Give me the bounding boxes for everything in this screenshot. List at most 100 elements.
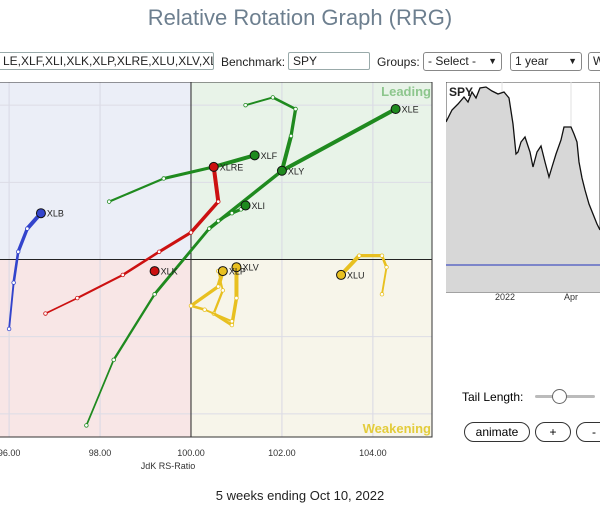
head-marker-xlk[interactable] <box>149 266 160 277</box>
tail-point-xlp <box>229 319 235 324</box>
tail-point-xle <box>206 226 212 231</box>
tail-segment-xlv <box>212 289 224 315</box>
toolbar: LE,XLF,XLI,XLK,XLP,XLRE,XLU,XLV,XL Bench… <box>0 50 600 74</box>
minus-button[interactable]: - <box>576 422 600 442</box>
plot-frame <box>0 82 433 438</box>
tail-point-xlu <box>379 292 385 297</box>
plus-button[interactable]: + <box>535 422 571 442</box>
tail-point-xly <box>293 106 298 112</box>
weakening-quadrant <box>190 259 432 437</box>
tail-point-xlv <box>220 288 226 293</box>
tail-segment-xle <box>85 358 115 427</box>
tail-segment-xlf <box>108 177 165 203</box>
tail-point-xly <box>288 133 294 139</box>
tail-segment-xle <box>153 227 211 296</box>
benchmark-input[interactable]: SPY <box>288 52 370 70</box>
symbol-label-xle: XLE <box>402 105 419 115</box>
tail-point-xlu <box>357 253 362 258</box>
tail-segment-xlre <box>121 250 161 277</box>
tail-segment-xlp <box>189 304 206 311</box>
spy-panel: SPY 2022 Apr <box>445 81 600 302</box>
controls: Tail Length: animate + - <box>462 385 600 445</box>
tail-point-xlre <box>216 199 221 204</box>
x-tick-label: 96.00 <box>0 448 20 458</box>
tail-point-xlre <box>75 295 80 301</box>
symbol-label-xlu: XLU <box>347 270 365 280</box>
chevron-down-icon: ▼ <box>488 56 497 66</box>
head-marker-xli[interactable] <box>240 200 251 211</box>
tail-point-xlv <box>229 322 235 328</box>
tail-segment-xlre <box>76 273 124 300</box>
tail-point-xlu <box>379 253 385 258</box>
tail-point-xlre <box>156 249 162 254</box>
benchmark-label: Benchmark: <box>221 55 286 69</box>
tail-segment-xlb <box>12 250 20 284</box>
tail-segment-xlre <box>211 164 221 204</box>
tail-segment-xlre <box>189 199 221 235</box>
symbol-label-xlf: XLF <box>261 151 278 161</box>
tail-segment-xlp <box>189 284 220 308</box>
x-tick-label: 104.00 <box>359 448 387 458</box>
x-tick-label: 102.00 <box>268 448 296 458</box>
spy-xtick: Apr <box>564 292 578 302</box>
tail-point-xly <box>270 95 276 100</box>
improving-quadrant <box>0 82 191 260</box>
tail-point-xlb <box>25 226 30 231</box>
tail-point-xlp <box>188 303 194 309</box>
period-select[interactable]: 1 year ▼ <box>510 52 582 71</box>
tail-point-xlre <box>188 230 194 235</box>
tail-segment-xlb <box>16 226 29 254</box>
tail-point-xlp <box>216 284 221 289</box>
head-marker-xlp[interactable] <box>217 266 228 277</box>
cut-off-select-value: W <box>593 54 600 68</box>
head-marker-xlu[interactable] <box>336 269 347 280</box>
tail-point-xle <box>152 292 157 297</box>
tail-segment-xle <box>279 107 398 173</box>
head-marker-xlv[interactable] <box>231 262 242 273</box>
spy-price-line <box>445 86 600 231</box>
rrg-chart: Leading Weakening XLE XLF XLY XLI XLB XLRE XLK… <box>0 82 433 471</box>
head-marker-xlb[interactable] <box>35 208 46 219</box>
tail-point-xlb <box>6 326 12 332</box>
tail-segment-xlb <box>8 281 15 330</box>
symbol-label-xli: XLI <box>252 201 266 211</box>
head-marker-xly[interactable] <box>276 165 287 176</box>
symbol-label-xlk: XLK <box>161 267 178 277</box>
head-marker-xlre[interactable] <box>208 161 219 172</box>
tail-segment-xly <box>244 96 274 107</box>
tail-segment-xly <box>279 134 294 173</box>
groups-select[interactable]: - Select - ▼ <box>423 52 502 71</box>
symbol-label-xlb: XLB <box>47 209 64 219</box>
groups-label: Groups: <box>377 55 420 69</box>
tail-segment-xlu <box>381 266 388 296</box>
tail-segment-xlf <box>211 153 257 169</box>
tail-point-xlre <box>43 311 48 316</box>
tail-segment-xlp <box>203 308 233 323</box>
groups-select-value: - Select - <box>428 54 477 68</box>
symbols-input[interactable]: LE,XLF,XLI,XLK,XLP,XLRE,XLU,XLV,XL <box>0 52 214 70</box>
tail-point-xlp <box>202 307 207 312</box>
x-tick-label: 98.00 <box>89 448 112 458</box>
tail-point-xli <box>216 218 221 224</box>
head-marker-xlf[interactable] <box>249 150 260 161</box>
footer-date: 5 weeks ending Oct 10, 2022 <box>215 488 385 503</box>
tail-point-xle <box>84 423 89 428</box>
symbol-label-xlv: XLV <box>242 263 258 273</box>
page-title: Relative Rotation Graph (RRG) <box>147 5 453 30</box>
tail-point-xlf <box>106 199 112 204</box>
tail-point-xlb <box>15 249 21 254</box>
tail-length-label: Tail Length: <box>462 390 524 404</box>
x-axis-ticks: 96.00 98.00 100.00 102.00 104.00 <box>0 448 387 458</box>
chevron-down-icon: ▼ <box>568 56 577 66</box>
animate-button[interactable]: animate <box>464 422 530 442</box>
tail-point-xli <box>229 210 235 216</box>
spy-xtick: 2022 <box>495 292 515 302</box>
head-marker-xle[interactable] <box>390 104 401 115</box>
period-select-value: 1 year <box>515 54 549 68</box>
tail-segment-xlf <box>162 165 216 181</box>
tail-point-xlf <box>161 176 166 181</box>
tail-length-handle[interactable] <box>552 389 567 404</box>
symbol-label-xlp: XLP <box>229 267 246 277</box>
cut-off-select[interactable]: W <box>588 52 600 71</box>
